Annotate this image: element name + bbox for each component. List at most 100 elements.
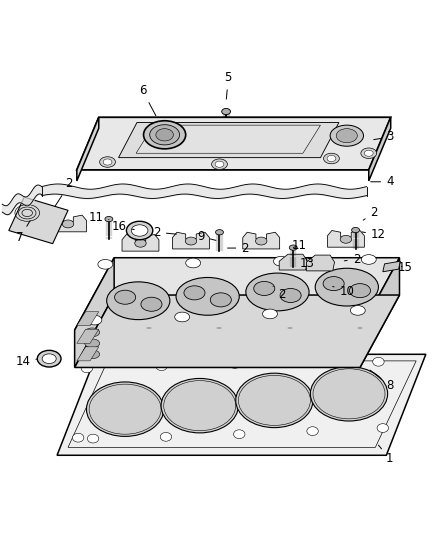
Polygon shape bbox=[368, 117, 390, 181]
Polygon shape bbox=[23, 208, 60, 225]
Ellipse shape bbox=[174, 312, 189, 322]
Polygon shape bbox=[118, 123, 338, 158]
Polygon shape bbox=[77, 117, 99, 181]
Polygon shape bbox=[382, 261, 399, 272]
Polygon shape bbox=[74, 295, 399, 367]
Ellipse shape bbox=[134, 239, 146, 247]
Ellipse shape bbox=[85, 350, 99, 359]
Text: 15: 15 bbox=[396, 261, 411, 274]
Polygon shape bbox=[136, 125, 320, 154]
Text: 3: 3 bbox=[373, 131, 392, 143]
Ellipse shape bbox=[81, 364, 92, 373]
Polygon shape bbox=[9, 197, 68, 244]
Ellipse shape bbox=[262, 309, 277, 319]
Polygon shape bbox=[306, 255, 334, 271]
Ellipse shape bbox=[376, 424, 388, 432]
Ellipse shape bbox=[279, 288, 300, 303]
Polygon shape bbox=[172, 232, 209, 249]
Ellipse shape bbox=[372, 357, 383, 366]
Ellipse shape bbox=[229, 360, 240, 368]
Text: 14: 14 bbox=[15, 355, 37, 368]
Ellipse shape bbox=[184, 286, 205, 300]
Ellipse shape bbox=[141, 297, 162, 311]
Ellipse shape bbox=[322, 277, 343, 290]
Ellipse shape bbox=[326, 156, 335, 161]
Polygon shape bbox=[77, 117, 390, 170]
Polygon shape bbox=[57, 354, 425, 455]
Ellipse shape bbox=[364, 150, 372, 156]
Text: 7: 7 bbox=[16, 221, 30, 245]
Ellipse shape bbox=[349, 284, 370, 297]
Ellipse shape bbox=[176, 278, 239, 315]
Ellipse shape bbox=[37, 350, 61, 367]
Ellipse shape bbox=[289, 245, 297, 251]
Text: 10: 10 bbox=[332, 286, 353, 298]
Text: 2: 2 bbox=[227, 241, 248, 255]
Ellipse shape bbox=[235, 373, 312, 427]
Text: 2: 2 bbox=[343, 253, 360, 265]
Text: 6: 6 bbox=[138, 84, 155, 116]
Text: 2: 2 bbox=[362, 206, 377, 220]
Ellipse shape bbox=[301, 359, 312, 367]
Ellipse shape bbox=[211, 159, 227, 169]
Text: 2: 2 bbox=[272, 286, 285, 301]
Ellipse shape bbox=[161, 378, 238, 433]
Ellipse shape bbox=[215, 230, 223, 235]
Ellipse shape bbox=[215, 161, 223, 167]
Text: 9: 9 bbox=[197, 230, 215, 243]
Ellipse shape bbox=[149, 125, 179, 145]
Ellipse shape bbox=[323, 154, 339, 164]
Ellipse shape bbox=[185, 237, 196, 245]
Ellipse shape bbox=[126, 221, 152, 240]
Ellipse shape bbox=[210, 293, 231, 307]
Ellipse shape bbox=[339, 236, 351, 243]
Polygon shape bbox=[359, 258, 399, 367]
Ellipse shape bbox=[103, 159, 112, 165]
Text: 13: 13 bbox=[299, 257, 314, 270]
Ellipse shape bbox=[310, 367, 387, 421]
Ellipse shape bbox=[98, 260, 113, 269]
Ellipse shape bbox=[160, 432, 171, 441]
Ellipse shape bbox=[131, 225, 148, 236]
Ellipse shape bbox=[255, 237, 266, 245]
Ellipse shape bbox=[85, 328, 99, 337]
Text: 2: 2 bbox=[55, 177, 73, 206]
Ellipse shape bbox=[87, 315, 102, 325]
Ellipse shape bbox=[62, 220, 74, 228]
Ellipse shape bbox=[185, 258, 200, 268]
Ellipse shape bbox=[360, 255, 375, 264]
Text: 16: 16 bbox=[112, 221, 134, 233]
Ellipse shape bbox=[336, 128, 357, 143]
Ellipse shape bbox=[114, 290, 135, 304]
Text: 5: 5 bbox=[224, 71, 231, 99]
Polygon shape bbox=[77, 329, 99, 343]
Polygon shape bbox=[122, 235, 159, 251]
Polygon shape bbox=[279, 254, 307, 270]
Text: 1: 1 bbox=[378, 445, 393, 465]
Ellipse shape bbox=[306, 427, 318, 435]
Polygon shape bbox=[49, 215, 86, 232]
Ellipse shape bbox=[245, 273, 308, 311]
Ellipse shape bbox=[85, 339, 99, 348]
Ellipse shape bbox=[86, 382, 163, 437]
Text: 11: 11 bbox=[88, 211, 109, 224]
Polygon shape bbox=[74, 258, 399, 330]
Ellipse shape bbox=[351, 228, 359, 233]
Ellipse shape bbox=[106, 282, 170, 320]
Ellipse shape bbox=[155, 128, 173, 141]
Ellipse shape bbox=[105, 216, 113, 222]
Ellipse shape bbox=[350, 305, 364, 315]
Ellipse shape bbox=[99, 157, 115, 167]
Text: 12: 12 bbox=[361, 229, 385, 241]
Polygon shape bbox=[77, 347, 99, 361]
Polygon shape bbox=[242, 232, 279, 249]
Ellipse shape bbox=[273, 256, 288, 266]
Text: 4: 4 bbox=[370, 175, 393, 188]
Polygon shape bbox=[327, 230, 364, 247]
Ellipse shape bbox=[314, 268, 378, 306]
Ellipse shape bbox=[87, 434, 99, 443]
Ellipse shape bbox=[155, 362, 167, 370]
Polygon shape bbox=[77, 312, 99, 326]
Text: 2: 2 bbox=[153, 226, 176, 239]
Polygon shape bbox=[74, 258, 114, 367]
